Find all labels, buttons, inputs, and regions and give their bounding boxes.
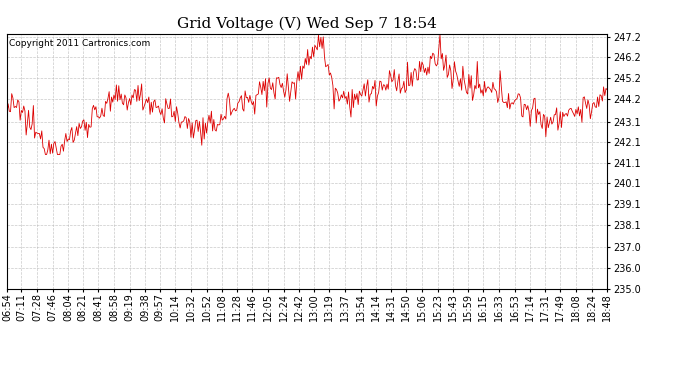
Title: Grid Voltage (V) Wed Sep 7 18:54: Grid Voltage (V) Wed Sep 7 18:54	[177, 17, 437, 31]
Text: Copyright 2011 Cartronics.com: Copyright 2011 Cartronics.com	[9, 39, 150, 48]
